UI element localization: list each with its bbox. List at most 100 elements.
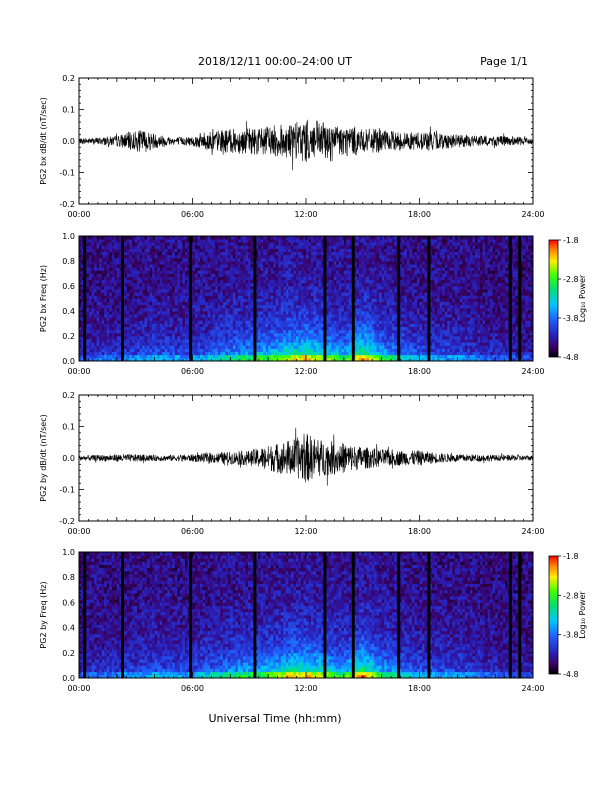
spectrogram-cell [258, 357, 261, 362]
spectrogram-cell [318, 279, 322, 284]
spectrogram-cell [147, 264, 151, 268]
spectrogram-cell [358, 264, 362, 268]
spectrogram-cell [381, 329, 385, 334]
spectrogram-cell [230, 357, 234, 362]
spectrogram-cell [197, 276, 201, 281]
spectrogram-cell [331, 248, 335, 253]
spectrogram-cell [222, 339, 226, 343]
spectrogram-cell [207, 236, 211, 240]
spectrogram-cell [200, 261, 203, 265]
spectrogram-cell [139, 320, 143, 324]
spectrogram-cell [242, 323, 246, 328]
spectrogram-cell [215, 276, 219, 281]
spectrogram-cell [263, 251, 267, 256]
spectrogram-cell [202, 239, 206, 243]
spectrogram-cell [258, 245, 261, 249]
spectrogram-cell [326, 339, 330, 343]
spectrogram-cell [210, 286, 214, 290]
spectrogram-cell [225, 326, 229, 331]
spectrogram-cell [303, 301, 307, 306]
spectrogram-cell [154, 245, 158, 249]
spectrogram-cell [237, 242, 241, 246]
spectrogram-cell [139, 242, 143, 246]
spectrogram-cell [149, 261, 153, 265]
spectrogram-cell [336, 251, 340, 256]
spectrogram-cell [346, 332, 350, 337]
spectrogram-cell [99, 236, 103, 240]
spectrogram-cell [361, 289, 365, 293]
spectrogram-cell [290, 295, 294, 299]
spectrogram-cell [192, 292, 196, 296]
spectrogram-cell [184, 251, 188, 256]
spectrogram-cell [318, 304, 322, 309]
spectrogram-cell [376, 279, 380, 284]
spectrogram-cell [343, 351, 347, 356]
spectrogram-cell [197, 323, 201, 328]
spectrogram-cell [202, 351, 206, 356]
spectrogram-cell [273, 295, 277, 299]
spectrogram-cell [94, 348, 98, 353]
spectrogram-cell [250, 236, 254, 240]
spectrogram-cell [353, 295, 357, 299]
spectrogram-cell [220, 332, 224, 337]
spectrogram-cell [255, 276, 259, 281]
spectrogram-cell [116, 357, 120, 362]
spectrogram-cell [147, 248, 151, 253]
spectrogram-cell [338, 317, 342, 321]
spectrogram-cell [230, 245, 234, 249]
spectrogram-cell [260, 336, 264, 340]
spectrogram-cell [131, 248, 135, 253]
spectrogram-cell [258, 317, 261, 321]
spectrogram-cell [346, 251, 350, 256]
spectrogram-cell [169, 314, 173, 318]
spectrogram-cell [321, 320, 325, 324]
spectrogram-cell [321, 239, 325, 243]
spectrogram-cell [293, 295, 297, 299]
spectrogram-cell [381, 357, 385, 362]
spectrogram-cell [232, 307, 236, 312]
spectrogram-cell [250, 329, 254, 334]
spectrogram-cell [79, 251, 82, 256]
spectrogram-cell [232, 267, 236, 271]
spectrogram-cell [184, 276, 188, 281]
spectrogram-cell [366, 348, 370, 353]
spectrogram-cell [285, 248, 289, 253]
spectrogram-cell [321, 345, 325, 349]
spectrogram-cell [358, 286, 362, 290]
spectrogram-cell [336, 257, 340, 262]
spectrogram-cell [369, 342, 372, 346]
spectrogram-cell [86, 317, 90, 321]
spectrogram-cell [139, 261, 143, 265]
spectrogram-cell [278, 351, 282, 356]
spectrogram-cell [306, 257, 309, 262]
spectrogram-cell [237, 326, 241, 331]
spectrogram-cell [308, 264, 312, 268]
spectrogram-cell [177, 320, 181, 324]
spectrogram-cell [260, 357, 264, 362]
spectrogram-cell [119, 282, 123, 287]
spectrogram-cell [126, 357, 130, 362]
spectrogram-cell [89, 336, 93, 340]
spectrogram-cell [86, 257, 90, 262]
spectrogram-cell [119, 336, 123, 340]
spectrogram-cell [227, 295, 231, 299]
spectrogram-cell [343, 257, 347, 262]
spectrogram-cell [356, 295, 360, 299]
spectrogram-cell [149, 314, 153, 318]
spectrogram-cell [101, 289, 105, 293]
spectrogram-cell [104, 336, 108, 340]
spectrogram-cell [134, 342, 138, 346]
spectrogram-cell [308, 267, 312, 271]
spectrogram-cell [381, 282, 385, 287]
spectrogram-cell [119, 267, 123, 271]
spectrogram-cell [109, 276, 113, 281]
spectrogram-cell [137, 248, 140, 253]
spectrogram-cell [124, 236, 128, 240]
spectrogram-cell [290, 357, 294, 362]
spectrogram-cell [86, 245, 90, 249]
spectrogram-cell [270, 257, 274, 262]
spectrogram-cell [157, 345, 161, 349]
spectrogram-cell [99, 282, 103, 287]
spectrogram-cell [318, 292, 322, 296]
spectrogram-cell [187, 254, 191, 259]
